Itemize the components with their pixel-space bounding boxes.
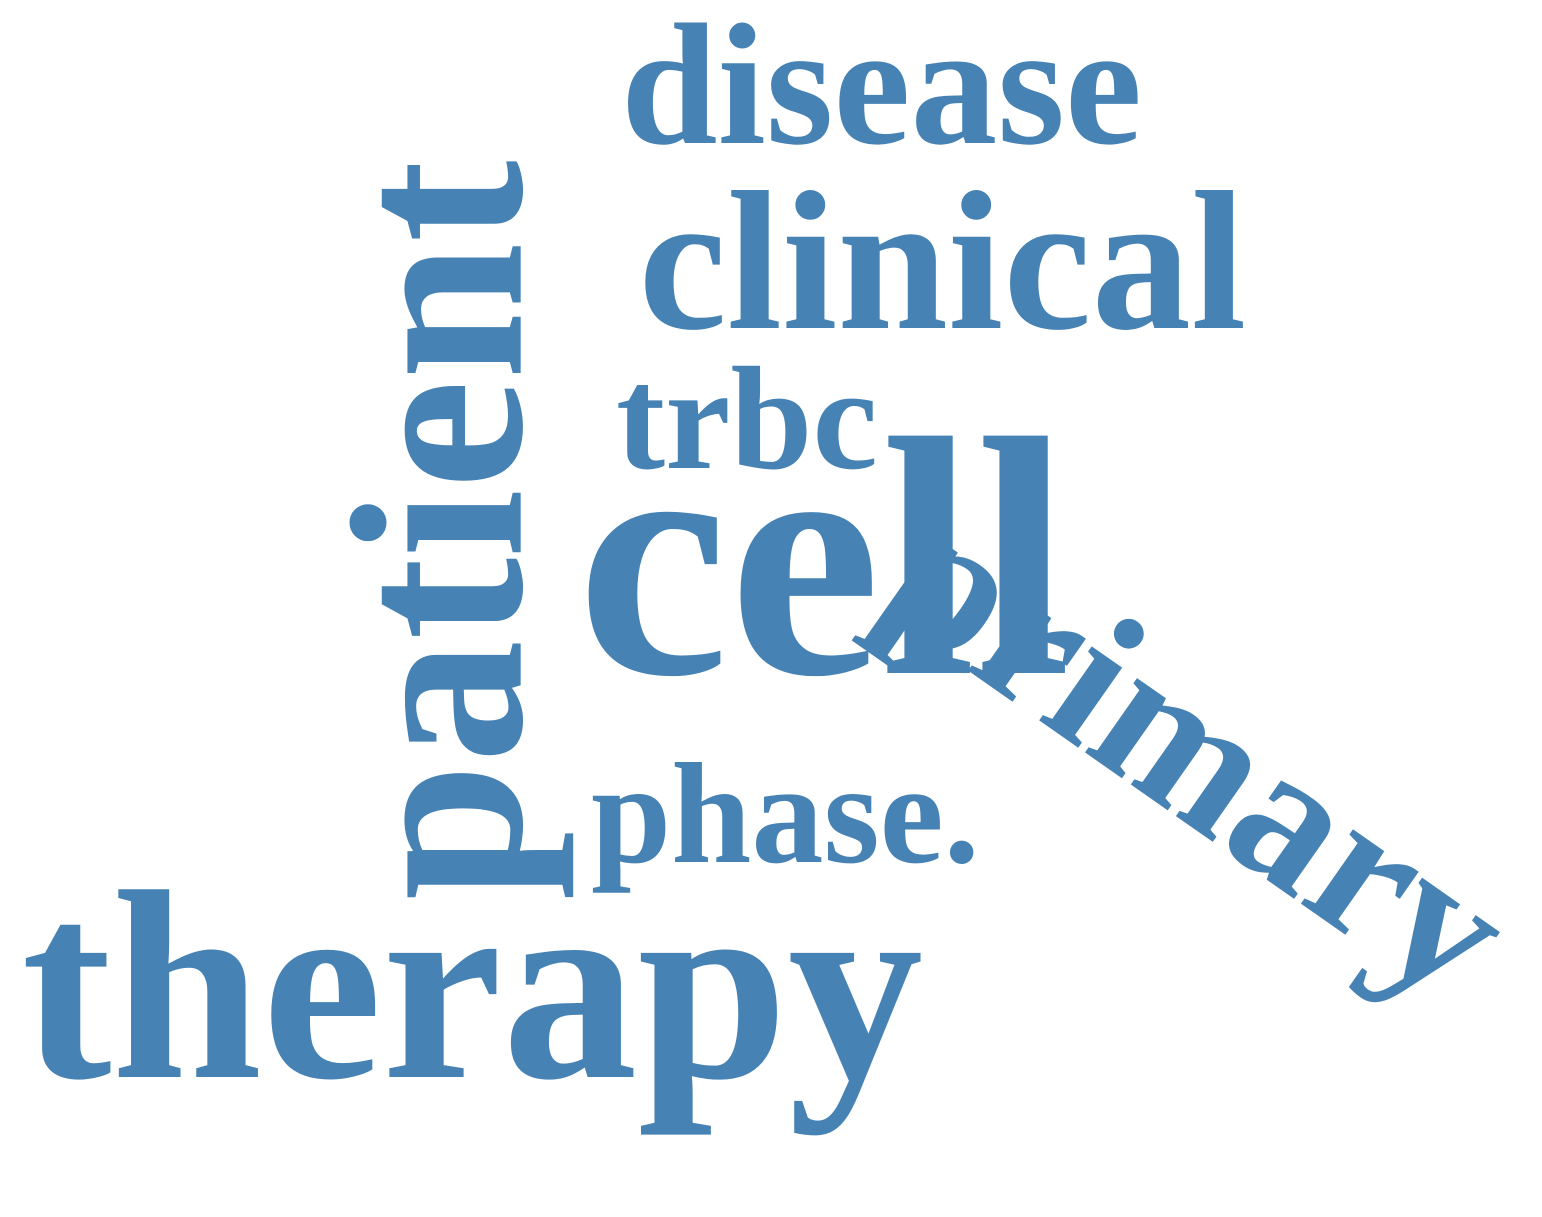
word-clinical: clinical (638, 152, 1247, 372)
word-therapy: therapy (21, 836, 924, 1136)
word-disease: disease (621, 0, 1143, 181)
word-patient: patient (301, 159, 575, 900)
word-phase: phase. (591, 733, 980, 894)
word-cell: cell (577, 367, 1071, 747)
word-trbc: trbc (616, 336, 878, 500)
